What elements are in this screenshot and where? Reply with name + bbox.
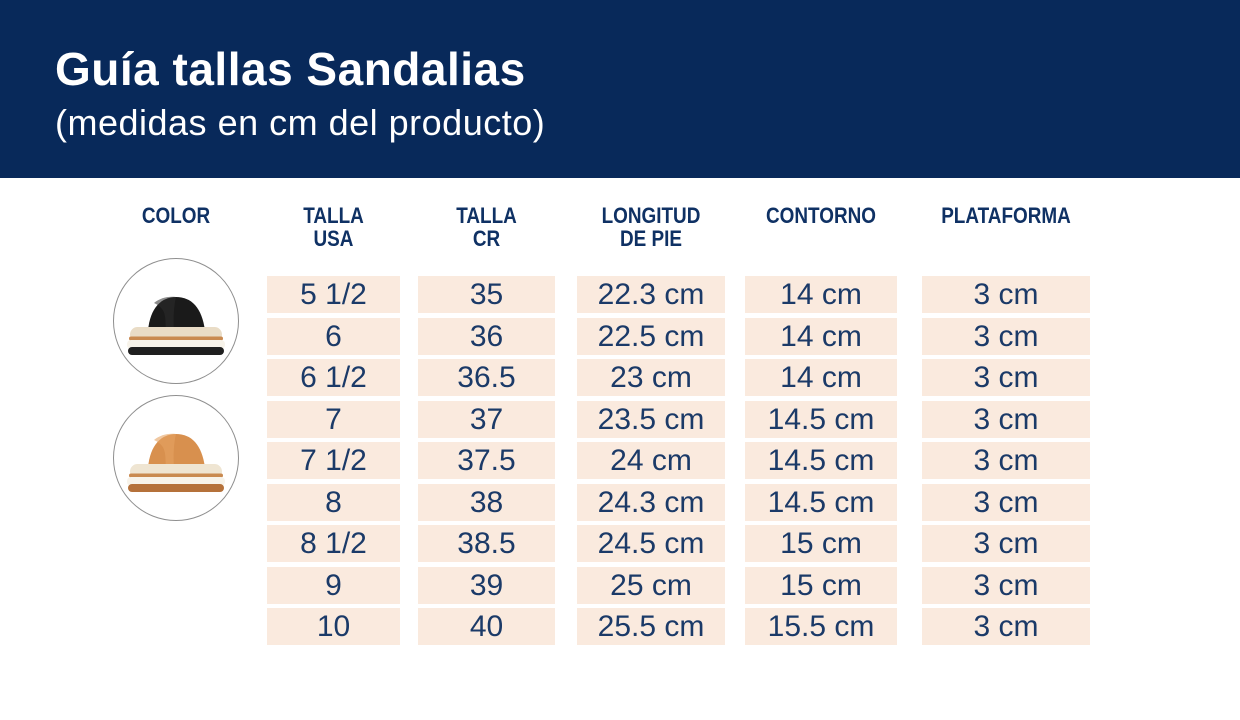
- column-header-longitud-line2: DE PIE: [619, 226, 683, 251]
- talla-usa-cell: 10: [267, 608, 400, 645]
- longitud-cell: 24 cm: [577, 442, 725, 479]
- page-title: Guía tallas Sandalias: [55, 43, 526, 95]
- longitud-cell: 23 cm: [577, 359, 725, 396]
- plataforma-cell: 3 cm: [922, 276, 1090, 313]
- talla-cr-cell: 37.5: [418, 442, 555, 479]
- talla-cr-cell: 37: [418, 401, 555, 438]
- longitud-cell: 22.3 cm: [577, 276, 725, 313]
- contorno-cell: 14.5 cm: [745, 484, 897, 521]
- talla-cr-cell: 36: [418, 318, 555, 355]
- table-row: 7 1/2 37.5 24 cm 14.5 cm 3 cm: [0, 442, 1240, 479]
- table-row: 8 1/2 38.5 24.5 cm 15 cm 3 cm: [0, 525, 1240, 562]
- talla-cr-cell: 39: [418, 567, 555, 604]
- column-header-longitud-de-pie: LONGITUD DE PIE: [577, 204, 725, 250]
- talla-usa-cell: 9: [267, 567, 400, 604]
- contorno-cell: 14.5 cm: [745, 442, 897, 479]
- column-header-color-line1: COLOR: [141, 203, 211, 228]
- longitud-cell: 25.5 cm: [577, 608, 725, 645]
- table-row: 7 37 23.5 cm 14.5 cm 3 cm: [0, 401, 1240, 438]
- table-row: 5 1/2 35 22.3 cm 14 cm 3 cm: [0, 276, 1240, 313]
- column-header-contorno-line1: CONTORNO: [765, 203, 877, 228]
- talla-usa-cell: 6 1/2: [267, 359, 400, 396]
- column-header-plataforma-line1: PLATAFORMA: [941, 203, 1071, 228]
- contorno-cell: 15 cm: [745, 567, 897, 604]
- plataforma-cell: 3 cm: [922, 567, 1090, 604]
- talla-cr-cell: 40: [418, 608, 555, 645]
- longitud-cell: 25 cm: [577, 567, 725, 604]
- talla-cr-cell: 35: [418, 276, 555, 313]
- talla-usa-cell: 7 1/2: [267, 442, 400, 479]
- longitud-cell: 24.5 cm: [577, 525, 725, 562]
- talla-cr-cell: 36.5: [418, 359, 555, 396]
- black-sandal-swatch: [113, 258, 239, 384]
- table-row: 6 1/2 36.5 23 cm 14 cm 3 cm: [0, 359, 1240, 396]
- column-header-talla-cr: TALLA CR: [418, 204, 555, 250]
- black-sandal-image: [127, 296, 225, 355]
- longitud-cell: 23.5 cm: [577, 401, 725, 438]
- contorno-cell: 14 cm: [745, 318, 897, 355]
- tan-sandal-image: [127, 433, 225, 492]
- column-header-talla-cr-line2: CR: [472, 226, 501, 251]
- plataforma-cell: 3 cm: [922, 318, 1090, 355]
- contorno-cell: 15.5 cm: [745, 608, 897, 645]
- talla-cr-cell: 38.5: [418, 525, 555, 562]
- column-header-plataforma: PLATAFORMA: [922, 204, 1090, 227]
- table-row: 6 36 22.5 cm 14 cm 3 cm: [0, 318, 1240, 355]
- column-header-talla-usa: TALLA USA: [267, 204, 400, 250]
- talla-usa-cell: 8: [267, 484, 400, 521]
- column-header-contorno: CONTORNO: [745, 204, 897, 227]
- column-header-talla-cr-line1: TALLA: [456, 203, 517, 228]
- table-row: 9 39 25 cm 15 cm 3 cm: [0, 567, 1240, 604]
- plataforma-cell: 3 cm: [922, 359, 1090, 396]
- plataforma-cell: 3 cm: [922, 484, 1090, 521]
- plataforma-cell: 3 cm: [922, 401, 1090, 438]
- talla-usa-cell: 5 1/2: [267, 276, 400, 313]
- plataforma-cell: 3 cm: [922, 442, 1090, 479]
- talla-cr-cell: 38: [418, 484, 555, 521]
- longitud-cell: 22.5 cm: [577, 318, 725, 355]
- title-band: Guía tallas Sandalias (medidas en cm del…: [0, 0, 1240, 178]
- table-row: 10 40 25.5 cm 15.5 cm 3 cm: [0, 608, 1240, 645]
- contorno-cell: 14 cm: [745, 359, 897, 396]
- talla-usa-cell: 6: [267, 318, 400, 355]
- contorno-cell: 14 cm: [745, 276, 897, 313]
- column-header-color: COLOR: [113, 204, 239, 227]
- table-row: 8 38 24.3 cm 14.5 cm 3 cm: [0, 484, 1240, 521]
- page-subtitle: (medidas en cm del producto): [55, 102, 546, 143]
- column-header-talla-usa-line2: USA: [313, 226, 354, 251]
- longitud-cell: 24.3 cm: [577, 484, 725, 521]
- talla-usa-cell: 8 1/2: [267, 525, 400, 562]
- talla-usa-cell: 7: [267, 401, 400, 438]
- tan-sandal-swatch: [113, 395, 239, 521]
- plataforma-cell: 3 cm: [922, 608, 1090, 645]
- plataforma-cell: 3 cm: [922, 525, 1090, 562]
- column-header-longitud-line1: LONGITUD: [601, 203, 701, 228]
- contorno-cell: 14.5 cm: [745, 401, 897, 438]
- column-header-talla-usa-line1: TALLA: [303, 203, 364, 228]
- contorno-cell: 15 cm: [745, 525, 897, 562]
